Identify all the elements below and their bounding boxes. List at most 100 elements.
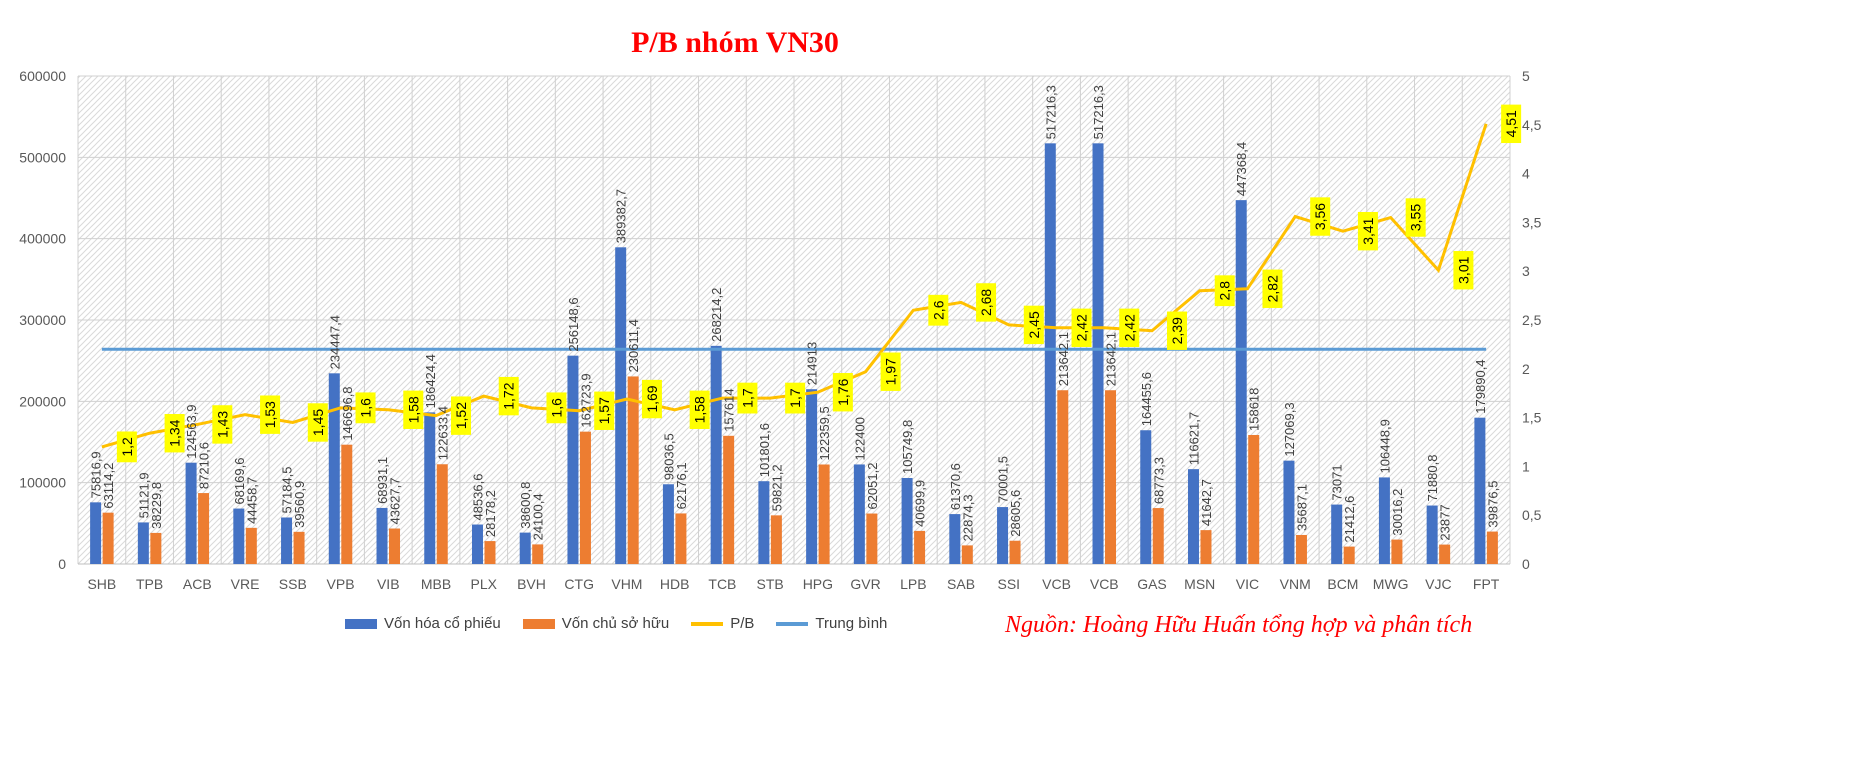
pb-label-group: 2,39 [1167, 311, 1187, 350]
pb-label-group: 2,68 [976, 283, 997, 322]
pb-label-box [1357, 211, 1378, 251]
bar-data-label: 268214,2 [709, 288, 724, 342]
right-axis-tick-label: 5 [1522, 68, 1530, 84]
bar-data-label: 23877 [1438, 504, 1453, 540]
pb-data-label: 2,82 [1264, 275, 1280, 302]
bar-market-cap [1235, 200, 1247, 564]
bar-equity [818, 464, 830, 564]
right-axis-tick-label: 3 [1522, 263, 1530, 279]
pb-data-label: 1,45 [310, 409, 326, 436]
left-axis-tick-label: 0 [58, 556, 66, 572]
bar-data-label: 162723,9 [578, 373, 593, 427]
bar-data-label: 447368,4 [1234, 142, 1249, 196]
bar-data-label: 39876,5 [1485, 481, 1500, 528]
category-label: BCM [1327, 576, 1358, 592]
pb-label-group: 1,6 [355, 392, 376, 424]
bar-equity [341, 444, 353, 564]
pb-data-label: 1,57 [596, 397, 612, 424]
pb-label-box [1310, 197, 1331, 236]
bar-equity [150, 532, 162, 564]
left-axis-tick-label: 200000 [19, 393, 66, 409]
pb-label-box [689, 390, 710, 429]
pb-label-box [928, 294, 949, 326]
pb-data-label: 1,53 [262, 401, 278, 428]
left-axis-tick-label: 500000 [19, 149, 66, 165]
bar-data-label: 63114,2 [101, 463, 116, 509]
bar-data-label: 57184,5 [280, 466, 295, 513]
pb-label-group: 2,8 [1214, 275, 1235, 307]
bar-data-label: 230611,4 [626, 319, 641, 372]
bar-data-label: 146696,8 [340, 386, 355, 440]
pb-data-label: 2,45 [1026, 311, 1042, 338]
bar-market-cap [710, 345, 722, 564]
pb-label-box [260, 395, 281, 434]
bar-equity [579, 431, 591, 564]
pb-label-group: 3,01 [1453, 251, 1474, 290]
pb-data-label: 1,2 [119, 437, 135, 457]
bar-data-label: 44458,7 [244, 477, 259, 524]
category-label: GAS [1137, 576, 1167, 592]
bar-data-label: 122400 [852, 417, 867, 460]
bar-data-label: 214913 [805, 342, 820, 385]
pb-label-box [1501, 104, 1522, 144]
pb-label-box [1214, 275, 1235, 307]
bar-market-cap [519, 532, 531, 564]
bar-market-cap [185, 462, 197, 564]
pb-label-group: 1,2 [116, 431, 137, 463]
bar-market-cap [90, 502, 102, 564]
bar-data-label: 517216,3 [1043, 85, 1058, 139]
bar-data-label: 389382,7 [614, 189, 629, 243]
category-label: TPB [136, 576, 163, 592]
right-axis-tick-label: 3,5 [1522, 214, 1542, 230]
bar-market-cap [1331, 504, 1343, 564]
bar-data-label: 40699,9 [913, 480, 928, 527]
bar-equity [1009, 540, 1021, 564]
pb-label-group: 2,82 [1262, 269, 1283, 308]
category-label: TCB [708, 576, 736, 592]
pb-label-group: 3,56 [1310, 197, 1331, 236]
bar-data-label: 124563,9 [184, 404, 199, 458]
pb-label-box [976, 283, 997, 322]
right-axis-tick-label: 1 [1522, 458, 1530, 474]
bar-equity [914, 530, 926, 564]
pb-label-group: 1,7 [785, 382, 806, 414]
pb-data-label: 1,97 [883, 358, 899, 385]
bar-data-label: 24100,4 [531, 493, 546, 540]
bar-market-cap [806, 389, 818, 564]
category-label: PLX [470, 576, 497, 592]
bar-market-cap [1187, 469, 1199, 564]
pb-label-group: 3,41 [1357, 211, 1378, 251]
category-label: ACB [183, 576, 212, 592]
bar-equity [245, 527, 257, 564]
pb-label-group: 1,58 [403, 390, 424, 429]
bar-equity [1152, 508, 1164, 564]
bar-market-cap [137, 522, 149, 564]
bar-data-label: 517216,3 [1091, 85, 1106, 139]
pb-data-label: 2,42 [1074, 314, 1090, 341]
pb-label-group: 1,52 [451, 396, 471, 435]
bar-equity [675, 513, 687, 564]
legend-label-average: Trung bình [815, 615, 888, 632]
pb-label-group: 1,97 [880, 352, 901, 391]
pb-data-label: 3,56 [1312, 203, 1328, 230]
category-label: VNM [1280, 576, 1311, 592]
bar-market-cap [1140, 430, 1152, 564]
bar-data-label: 59821,2 [769, 464, 784, 511]
bar-data-label: 164455,6 [1139, 372, 1154, 426]
pb-data-label: 2,8 [1217, 281, 1233, 301]
pb-label-box [1119, 308, 1140, 348]
category-label: VJC [1425, 576, 1451, 592]
bar-market-cap [1474, 417, 1486, 564]
bar-equity [723, 435, 735, 564]
bar-market-cap [949, 514, 961, 564]
pb-data-label: 1,6 [358, 398, 374, 418]
bar-data-label: 101801,6 [757, 423, 772, 477]
pb-data-label: 1,34 [167, 419, 183, 446]
pb-label-group: 2,6 [928, 294, 949, 326]
bar-data-label: 127069,3 [1282, 402, 1297, 456]
pb-label-group: 2,45 [1023, 305, 1044, 345]
bar-equity [532, 544, 544, 564]
category-label: VHM [611, 576, 642, 592]
right-axis-tick-label: 0 [1522, 556, 1530, 572]
pb-data-label: 1,69 [644, 385, 660, 412]
